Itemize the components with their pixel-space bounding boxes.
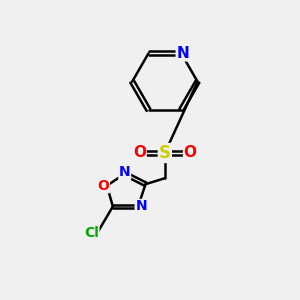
Text: O: O (184, 146, 196, 160)
Text: N: N (119, 165, 130, 179)
Text: S: S (159, 144, 171, 162)
Text: N: N (176, 46, 189, 61)
Text: Cl: Cl (84, 226, 99, 240)
Text: N: N (135, 200, 147, 214)
Text: O: O (98, 179, 109, 193)
Text: O: O (133, 146, 146, 160)
